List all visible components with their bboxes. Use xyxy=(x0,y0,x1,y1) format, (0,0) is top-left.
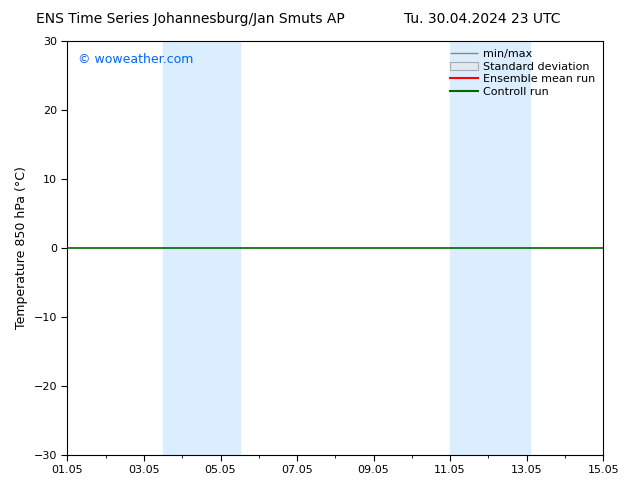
Text: ENS Time Series Johannesburg/Jan Smuts AP: ENS Time Series Johannesburg/Jan Smuts A… xyxy=(36,12,344,26)
Y-axis label: Temperature 850 hPa (°C): Temperature 850 hPa (°C) xyxy=(15,167,28,329)
Bar xyxy=(163,41,240,455)
Text: Tu. 30.04.2024 23 UTC: Tu. 30.04.2024 23 UTC xyxy=(404,12,560,26)
Legend: min/max, Standard deviation, Ensemble mean run, Controll run: min/max, Standard deviation, Ensemble me… xyxy=(448,47,598,99)
Text: © woweather.com: © woweather.com xyxy=(78,53,193,67)
Bar xyxy=(450,41,531,455)
